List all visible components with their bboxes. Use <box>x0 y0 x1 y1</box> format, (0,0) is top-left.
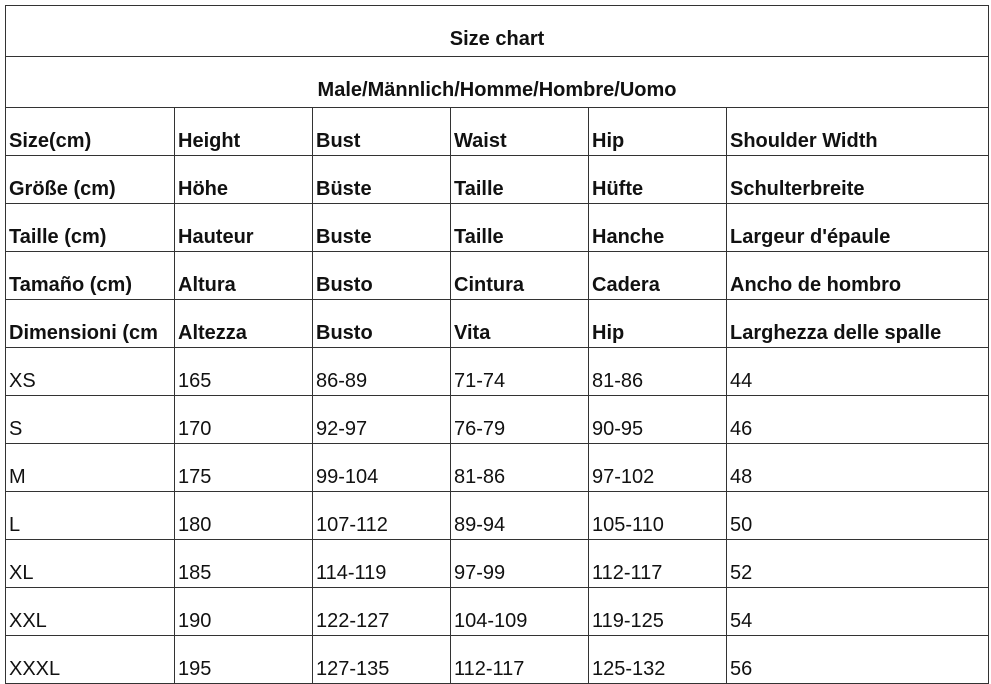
cell-height: 185 <box>174 539 313 588</box>
header-cell-hip: Hip <box>588 299 727 348</box>
header-cell-waist: Vita <box>450 299 589 348</box>
cell-bust: 122-127 <box>312 587 451 636</box>
cell-waist: 97-99 <box>450 539 589 588</box>
table-subtitle: Male/Männlich/Homme/Hombre/Uomo <box>4 56 990 108</box>
cell-shoulder-width: 52 <box>725 539 990 588</box>
header-cell-shoulder-width: Largeur d'épaule <box>725 203 990 252</box>
cell-height: 165 <box>174 347 313 396</box>
cell-hip: 125-132 <box>588 635 727 684</box>
header-row: Taille (cm) Hauteur Buste Taille Hanche Large… <box>5 203 990 252</box>
cell-size: XXL <box>5 587 175 636</box>
header-cell-size: Size(cm) <box>5 107 175 156</box>
cell-bust: 86-89 <box>312 347 451 396</box>
header-cell-hip: Hip <box>588 107 727 156</box>
header-cell-bust: Bust <box>312 107 451 156</box>
subtitle-row: Male/Männlich/Homme/Hombre/Uomo <box>4 56 990 108</box>
cell-size: L <box>5 491 175 540</box>
header-cell-height: Height <box>174 107 313 156</box>
table-row: S 170 92-97 76-79 90-95 46 <box>5 395 990 444</box>
cell-height: 190 <box>174 587 313 636</box>
table-row: XL 185 114-119 97-99 112-117 52 <box>5 539 990 588</box>
header-cell-shoulder-width: Schulterbreite <box>725 155 990 204</box>
cell-waist: 76-79 <box>450 395 589 444</box>
cell-shoulder-width: 54 <box>725 587 990 636</box>
header-row: Tamaño (cm) Altura Busto Cintura Cadera Ancho… <box>5 251 990 300</box>
cell-hip: 81-86 <box>588 347 727 396</box>
cell-height: 195 <box>174 635 313 684</box>
table-row: L 180 107-112 89-94 105-110 50 <box>5 491 990 540</box>
cell-size: S <box>5 395 175 444</box>
header-row: Größe (cm) Höhe Büste Taille Hüfte Schulterbr… <box>5 155 990 204</box>
header-cell-hip: Hanche <box>588 203 727 252</box>
table-row: M 175 99-104 81-86 97-102 48 <box>5 443 990 492</box>
table-row: XXL 190 122-127 104-109 119-125 54 <box>5 587 990 636</box>
cell-waist: 89-94 <box>450 491 589 540</box>
size-chart-table: Size chart Male/Männlich/Homme/Hombre/Uo… <box>4 5 990 684</box>
cell-bust: 92-97 <box>312 395 451 444</box>
cell-hip: 105-110 <box>588 491 727 540</box>
table-title: Size chart <box>4 5 990 57</box>
cell-size: XL <box>5 539 175 588</box>
cell-waist: 104-109 <box>450 587 589 636</box>
header-cell-shoulder-width: Larghezza delle spalle <box>725 299 990 348</box>
header-cell-hip: Hüfte <box>588 155 727 204</box>
header-row: Dimensioni (cm Altezza Busto Vita Hip Larghez… <box>5 299 990 348</box>
cell-size: M <box>5 443 175 492</box>
cell-shoulder-width: 46 <box>725 395 990 444</box>
table-row: XS 165 86-89 71-74 81-86 44 <box>5 347 990 396</box>
header-cell-height: Hauteur <box>174 203 313 252</box>
header-cell-size: Dimensioni (cm <box>5 299 175 348</box>
header-cell-height: Altura <box>174 251 313 300</box>
cell-height: 180 <box>174 491 313 540</box>
header-cell-bust: Busto <box>312 299 451 348</box>
header-cell-height: Höhe <box>174 155 313 204</box>
header-cell-height: Altezza <box>174 299 313 348</box>
cell-bust: 107-112 <box>312 491 451 540</box>
table-row: XXXL 195 127-135 112-117 125-132 56 <box>5 635 990 684</box>
header-cell-waist: Taille <box>450 155 589 204</box>
header-cell-waist: Cintura <box>450 251 589 300</box>
cell-height: 170 <box>174 395 313 444</box>
header-row: Size(cm) Height Bust Waist Hip Shoulder Width <box>5 107 990 156</box>
header-cell-size: Größe (cm) <box>5 155 175 204</box>
header-cell-size: Taille (cm) <box>5 203 175 252</box>
cell-shoulder-width: 50 <box>725 491 990 540</box>
cell-waist: 81-86 <box>450 443 589 492</box>
cell-size: XXXL <box>5 635 175 684</box>
cell-hip: 97-102 <box>588 443 727 492</box>
cell-waist: 112-117 <box>450 635 589 684</box>
header-cell-bust: Busto <box>312 251 451 300</box>
cell-hip: 112-117 <box>588 539 727 588</box>
header-cell-shoulder-width: Shoulder Width <box>725 107 990 156</box>
cell-height: 175 <box>174 443 313 492</box>
header-cell-shoulder-width: Ancho de hombro <box>725 251 990 300</box>
header-cell-waist: Waist <box>450 107 589 156</box>
cell-hip: 90-95 <box>588 395 727 444</box>
header-cell-size: Tamaño (cm) <box>5 251 175 300</box>
header-cell-waist: Taille <box>450 203 589 252</box>
cell-shoulder-width: 56 <box>725 635 990 684</box>
cell-bust: 114-119 <box>312 539 451 588</box>
cell-bust: 99-104 <box>312 443 451 492</box>
cell-shoulder-width: 48 <box>725 443 990 492</box>
header-cell-bust: Büste <box>312 155 451 204</box>
cell-bust: 127-135 <box>312 635 451 684</box>
header-cell-hip: Cadera <box>588 251 727 300</box>
cell-waist: 71-74 <box>450 347 589 396</box>
cell-shoulder-width: 44 <box>725 347 990 396</box>
title-row: Size chart <box>4 5 990 57</box>
cell-size: XS <box>5 347 175 396</box>
cell-hip: 119-125 <box>588 587 727 636</box>
header-cell-bust: Buste <box>312 203 451 252</box>
